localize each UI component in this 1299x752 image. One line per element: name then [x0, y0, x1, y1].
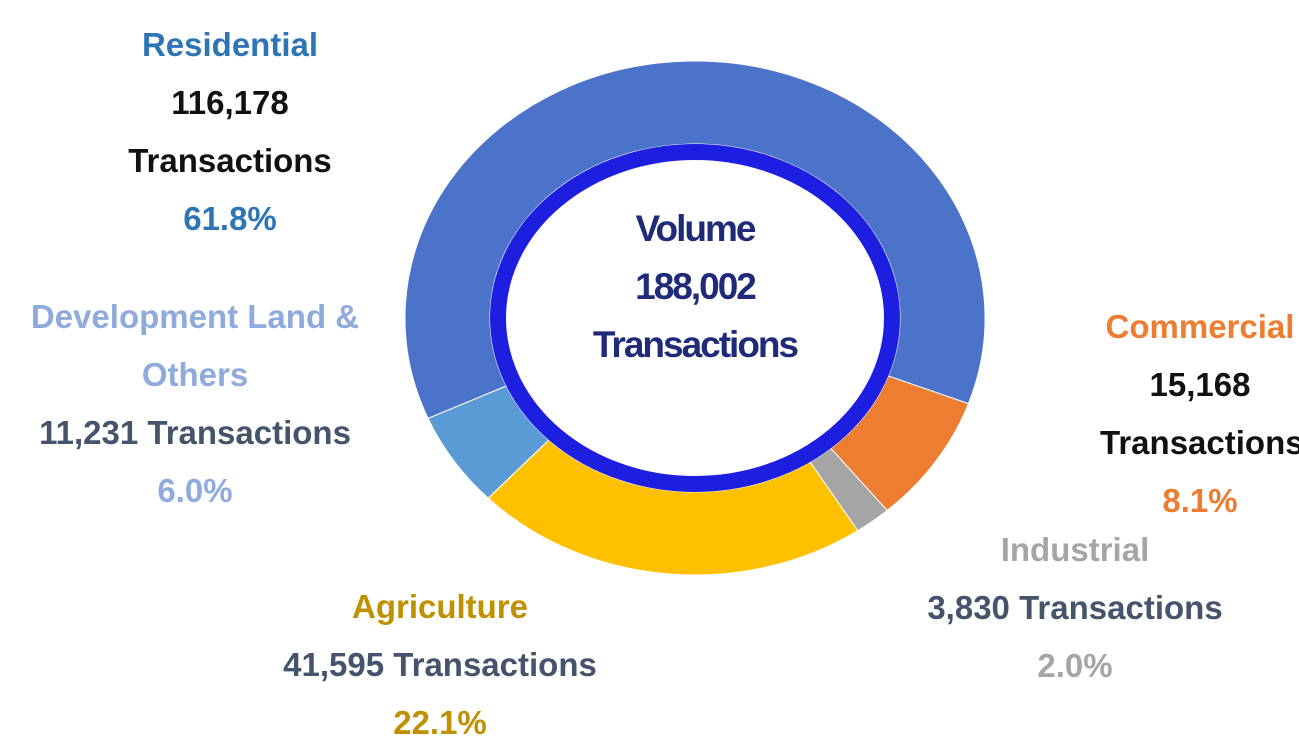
count-line: 116,178	[80, 74, 380, 132]
unit-label: Transactions	[128, 142, 332, 179]
count-label: 15,168	[1149, 366, 1251, 403]
segment-label: Residential 116,178 Transactions 61.8%	[80, 16, 380, 248]
count-label: 41,595	[283, 646, 385, 683]
category-name: Residential	[141, 26, 319, 63]
category-name: Development Land & Others	[30, 298, 360, 393]
category-name: Commercial	[1105, 308, 1295, 345]
unit-label: Transactions	[1019, 589, 1223, 626]
percentage-label: 2.0%	[1037, 647, 1113, 684]
percentage-label: 22.1%	[393, 704, 487, 741]
segment-label: Commercial 15,168 Transactions 8.1%	[1100, 298, 1299, 530]
count-line: 3,830 Transactions	[885, 579, 1265, 637]
count-label: 11,231	[39, 414, 139, 451]
segment-label: Industrial 3,830 Transactions 2.0%	[885, 521, 1265, 695]
center-label: Volume 188,002 Transactions	[545, 200, 845, 374]
category-name: Industrial	[1000, 531, 1150, 568]
count-label: 116,178	[171, 84, 289, 121]
center-title: Volume	[635, 208, 757, 249]
segment-label: Agriculture 41,595 Transactions 22.1%	[230, 578, 650, 752]
unit-label: Transactions	[393, 646, 597, 683]
segment-label: Development Land & Others 11,231 Transact…	[5, 288, 385, 520]
percentage-label: 8.1%	[1162, 482, 1238, 519]
count-label: 3,830	[927, 589, 1010, 626]
center-ring	[490, 144, 900, 492]
count-line: 15,168	[1100, 356, 1299, 414]
center-total: 188,002	[635, 266, 757, 307]
unit-label: Transactions	[147, 414, 351, 451]
center-unit: Transactions	[592, 324, 799, 365]
donut	[404, 60, 986, 576]
count-line: 11,231 Transactions	[5, 404, 385, 462]
category-name: Agriculture	[351, 588, 529, 625]
count-line: 41,595 Transactions	[230, 636, 650, 694]
percentage-label: 61.8%	[183, 200, 277, 237]
percentage-label: 6.0%	[157, 472, 233, 509]
unit-label: Transactions	[1100, 424, 1299, 461]
